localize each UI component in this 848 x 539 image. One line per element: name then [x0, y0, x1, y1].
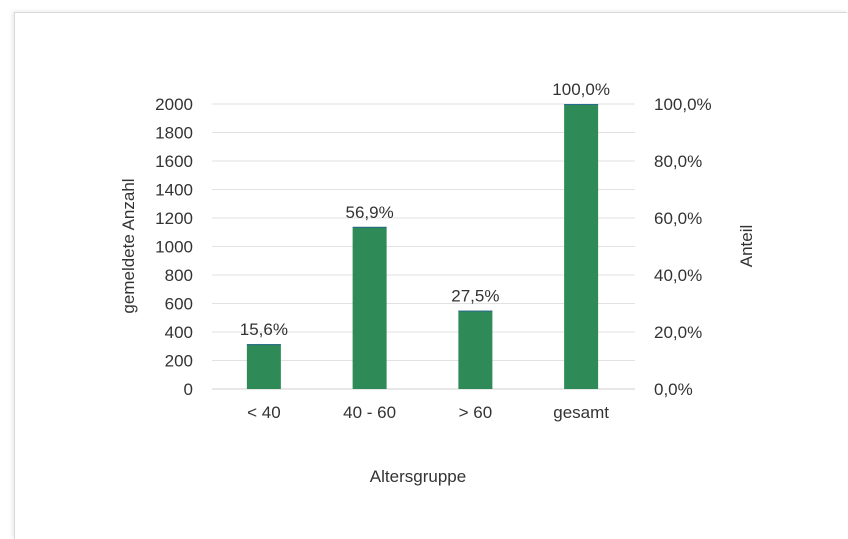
- y-tick-label: 400: [165, 323, 193, 342]
- x-tick-label: 40 - 60: [343, 403, 396, 422]
- y2-tick-label: 0,0%: [654, 380, 693, 399]
- y-tick-label: 200: [165, 352, 193, 371]
- data-label: 15,6%: [240, 320, 288, 339]
- x-axis-title: Altersgruppe: [370, 467, 466, 486]
- bar: [352, 226, 387, 389]
- data-label: 56,9%: [346, 203, 394, 222]
- y2-tick-label: 40,0%: [654, 266, 702, 285]
- y-axis-title: gemeldete Anzahl: [119, 178, 138, 313]
- data-label: 27,5%: [451, 287, 499, 306]
- x-tick-label: < 40: [247, 403, 281, 422]
- y-tick-label: 600: [165, 295, 193, 314]
- x-tick-label: > 60: [459, 403, 493, 422]
- y-tick-label: 1600: [155, 152, 193, 171]
- x-tick-label: gesamt: [553, 403, 609, 422]
- bar: [246, 344, 281, 389]
- data-label: 100,0%: [552, 80, 610, 99]
- chart-border: [14, 12, 847, 539]
- y2-tick-label: 20,0%: [654, 323, 702, 342]
- y2-axis-title: Anteil: [737, 225, 756, 268]
- y2-tick-label: 80,0%: [654, 152, 702, 171]
- y2-tick-label: 60,0%: [654, 209, 702, 228]
- y2-tick-label: 100,0%: [654, 95, 712, 114]
- y-tick-label: 2000: [155, 95, 193, 114]
- y-tick-label: 800: [165, 266, 193, 285]
- y-tick-label: 1400: [155, 181, 193, 200]
- y-tick-label: 1800: [155, 124, 193, 143]
- y-tick-label: 1200: [155, 209, 193, 228]
- y-tick-label: 0: [184, 380, 193, 399]
- bar: [458, 310, 493, 389]
- bar: [564, 104, 599, 389]
- y-tick-label: 1000: [155, 238, 193, 257]
